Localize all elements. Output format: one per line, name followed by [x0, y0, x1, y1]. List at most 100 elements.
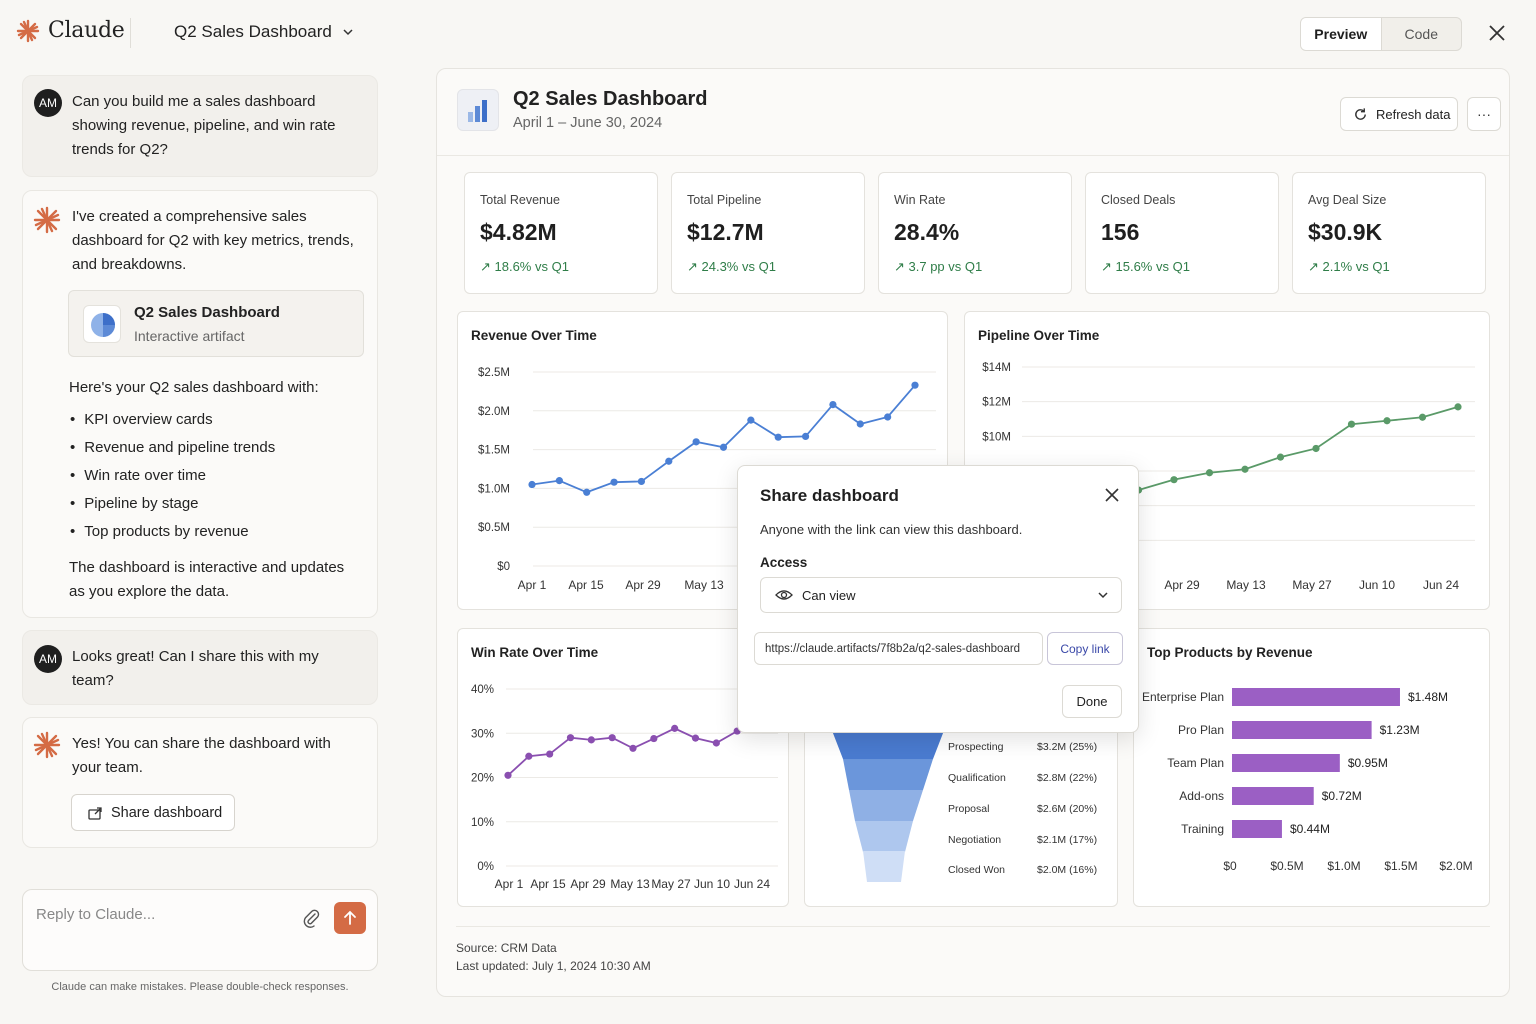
send-button[interactable] — [334, 902, 366, 934]
data-point — [1312, 444, 1320, 453]
reply-box — [22, 889, 378, 971]
done-button[interactable]: Done — [1062, 685, 1122, 718]
chart-title: Revenue Over Time — [471, 328, 597, 343]
share-dashboard-label: Share dashboard — [111, 804, 223, 821]
artifact-title-dropdown[interactable]: Q2 Sales Dashboard — [174, 22, 354, 42]
data-point — [774, 433, 782, 441]
data-point — [1418, 413, 1427, 421]
data-point — [583, 488, 591, 496]
x-tick-label: May 13 — [684, 578, 724, 592]
kpi-delta: ↗ 24.3% vs Q1 — [687, 259, 776, 274]
y-tick-label: $0.5M — [478, 522, 510, 534]
artifact-title: Q2 Sales Dashboard — [174, 22, 332, 41]
y-tick-label: 30% — [471, 728, 494, 740]
copy-link-button[interactable]: Copy link — [1047, 632, 1123, 665]
x-tick-label: Jun 24 — [1423, 578, 1459, 592]
chart-title: Pipeline Over Time — [978, 328, 1100, 343]
artifact-card[interactable]: Q2 Sales Dashboard Interactive artifact — [68, 290, 364, 357]
data-point — [637, 477, 646, 486]
intro-text: Here's your Q2 sales dashboard with: — [69, 379, 319, 396]
y-tick-label: $14M — [982, 362, 1011, 374]
y-tick-label: 40% — [471, 684, 494, 696]
kpi-delta: ↗ 15.6% vs Q1 — [1101, 259, 1190, 274]
data-label: $1.23M — [1380, 723, 1420, 737]
user-message: AM Can you build me a sales dashboard sh… — [22, 75, 378, 177]
y-tick-label: $0 — [497, 561, 510, 573]
stage-value: $2.0M (16%) — [1037, 864, 1097, 876]
artifact-title: Q2 Sales Dashboard — [134, 304, 280, 321]
message-text: Yes! You can share the dashboard with yo… — [72, 735, 331, 776]
data-point — [691, 734, 700, 742]
funnel-segment — [855, 821, 913, 852]
tab-code[interactable]: Code — [1404, 26, 1438, 42]
access-select[interactable]: Can view — [760, 577, 1122, 613]
data-point — [629, 744, 637, 752]
list-item: Win rate over time — [70, 462, 275, 490]
stage-label: Prospecting — [948, 741, 1004, 753]
claude-burst-icon — [33, 206, 61, 234]
data-point — [608, 734, 616, 742]
share-dialog: Share dashboard Anyone with the link can… — [737, 465, 1139, 733]
reply-input[interactable] — [36, 906, 286, 923]
kpi-value: $12.7M — [687, 219, 764, 245]
data-point — [610, 478, 618, 486]
data-point — [911, 381, 919, 389]
chevron-down-icon — [1098, 592, 1108, 599]
close-icon[interactable] — [1486, 22, 1508, 44]
share-url-field[interactable] — [754, 632, 1043, 665]
refresh-data-button[interactable]: Refresh data — [1340, 97, 1458, 131]
data-point — [528, 480, 536, 489]
source-text: Source: CRM Data — [456, 941, 557, 955]
kpi-delta: ↗ 18.6% vs Q1 — [480, 259, 569, 274]
list-item: KPI overview cards — [70, 406, 275, 434]
kpi-label: Avg Deal Size — [1308, 193, 1387, 207]
kpi-card-total-pipeline: Total Pipeline $12.7M ↗ 24.3% vs Q1 — [671, 172, 865, 294]
data-point — [650, 734, 658, 743]
x-tick-label: $2.0M — [1439, 859, 1472, 873]
data-point — [1347, 420, 1356, 428]
pipeline-funnel-chart: Prospecting $3.2M (25%) Qualification $2.8M… — [831, 728, 1097, 882]
data-point — [587, 736, 595, 744]
kpi-label: Closed Deals — [1101, 193, 1176, 207]
x-tick-label: May 27 — [651, 877, 691, 891]
data-point — [1454, 403, 1462, 411]
tab-preview[interactable]: Preview — [1301, 18, 1382, 50]
series-line — [1102, 406, 1459, 500]
data-label: $0.95M — [1348, 756, 1388, 770]
x-tick-label: Apr 29 — [1164, 578, 1200, 592]
x-tick-label: $0 — [1223, 859, 1237, 873]
claude-logo[interactable]: Claude — [16, 18, 125, 43]
close-icon[interactable] — [1102, 485, 1122, 505]
data-point — [747, 416, 755, 424]
feature-list: KPI overview cards Revenue and pipeline … — [70, 406, 275, 546]
stage-label: Closed Won — [948, 864, 1005, 876]
y-tick-label: $10M — [982, 431, 1011, 443]
kpi-card-avg-deal-size: Avg Deal Size $30.9K ↗ 2.1% vs Q1 — [1292, 172, 1486, 294]
x-tick-label: Jun 24 — [734, 877, 770, 891]
x-tick-label: Apr 29 — [570, 877, 606, 891]
share-dashboard-button[interactable]: Share dashboard — [71, 794, 235, 831]
stage-label: Proposal — [948, 803, 989, 815]
claude-burst-icon — [16, 19, 40, 42]
data-point — [566, 734, 575, 742]
y-tick-label: 0% — [477, 861, 494, 873]
pie-chart-icon — [83, 305, 121, 343]
x-tick-label: $0.5M — [1270, 859, 1303, 873]
dashboard-date-range: April 1 – June 30, 2024 — [513, 115, 663, 131]
stage-value: $3.2M (25%) — [1037, 741, 1097, 753]
top-products-chart: $0 $0.5M $1.0M $1.5M $2.0M Enterprise Plan $1.… — [1142, 688, 1473, 873]
kpi-value: $4.82M — [480, 219, 557, 245]
data-point — [801, 432, 810, 441]
divider — [456, 926, 1490, 927]
y-tick-label: $1.0M — [478, 483, 510, 495]
access-label: Access — [760, 555, 808, 570]
category-label: Training — [1181, 822, 1224, 836]
data-point — [692, 438, 700, 446]
list-item: Top products by revenue — [70, 518, 275, 546]
x-tick-label: $1.5M — [1384, 859, 1417, 873]
last-updated-text: Last updated: July 1, 2024 10:30 AM — [456, 959, 651, 973]
paperclip-icon[interactable] — [301, 908, 321, 928]
y-tick-label: $2.0M — [478, 406, 510, 418]
more-options-button[interactable]: ··· — [1467, 97, 1501, 131]
dialog-description: Anyone with the link can view this dashb… — [760, 522, 1023, 537]
